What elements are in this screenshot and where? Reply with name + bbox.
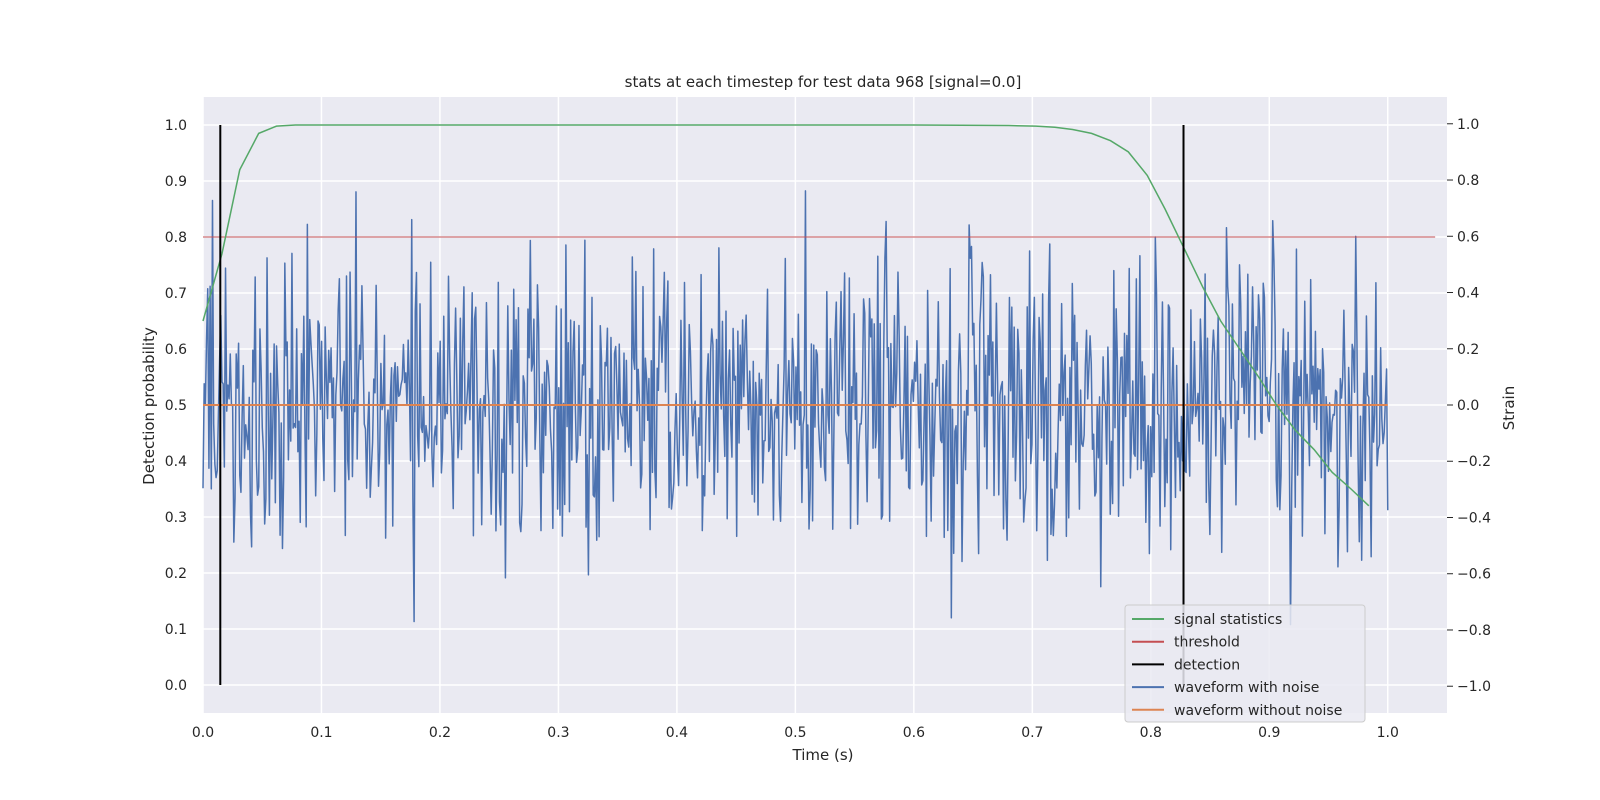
legend: signal statistics threshold detection wavef… bbox=[1124, 604, 1366, 723]
y-right-tick-label: −0.8 bbox=[1457, 623, 1491, 639]
series-layer bbox=[202, 124, 1436, 685]
y-right-tick-label: 1.0 bbox=[1457, 117, 1479, 133]
y-left-tick-label: 0.9 bbox=[165, 174, 187, 190]
x-tick-label: 1.0 bbox=[1377, 725, 1399, 741]
x-tick-label: 0.3 bbox=[547, 725, 569, 741]
legend-label: waveform without noise bbox=[1174, 703, 1342, 719]
x-tick-label: 0.6 bbox=[903, 725, 925, 741]
x-tick-label: 0.4 bbox=[666, 725, 688, 741]
y-left-ticks: 0.0 0.1 0.2 0.3 0.4 0.5 0.6 0.7 0.8 0.9 1.0 bbox=[165, 118, 187, 694]
series-waveform-with-noise bbox=[202, 190, 1389, 626]
y-right-ticks: −1.0 −0.8 −0.6 −0.4 −0.2 0.0 0.2 0.4 0.6 0.8 1.0 bbox=[1447, 117, 1491, 695]
y-left-axis-label: Detection probability bbox=[140, 327, 158, 485]
y-left-tick-label: 0.0 bbox=[165, 678, 187, 694]
y-right-tick-label: 0.4 bbox=[1457, 286, 1479, 302]
y-right-axis-label: Strain bbox=[1500, 386, 1518, 430]
x-tick-label: 0.1 bbox=[310, 725, 332, 741]
x-tick-label: 0.0 bbox=[192, 725, 214, 741]
chart-title: stats at each timestep for test data 968… bbox=[625, 73, 1022, 91]
y-right-tick-label: −0.6 bbox=[1457, 567, 1491, 583]
y-right-tick-label: −0.2 bbox=[1457, 454, 1491, 470]
x-tick-label: 0.2 bbox=[429, 725, 451, 741]
legend-label: waveform with noise bbox=[1174, 680, 1319, 696]
legend-label: detection bbox=[1174, 657, 1240, 673]
x-tick-label: 0.8 bbox=[1140, 725, 1162, 741]
x-tick-label: 0.5 bbox=[784, 725, 806, 741]
y-left-tick-label: 0.5 bbox=[165, 398, 187, 414]
legend-label: signal statistics bbox=[1174, 612, 1282, 628]
y-right-tick-label: 0.6 bbox=[1457, 229, 1479, 245]
legend-frame bbox=[1124, 604, 1366, 723]
series-signal-statistics bbox=[202, 124, 1370, 507]
y-left-tick-label: 0.7 bbox=[165, 286, 187, 302]
legend-label: threshold bbox=[1174, 635, 1240, 651]
y-left-tick-label: 0.2 bbox=[165, 566, 187, 582]
x-ticks: 0.0 0.1 0.2 0.3 0.4 0.5 0.6 0.7 0.8 0.9 1.0 bbox=[192, 725, 1399, 741]
y-left-tick-label: 0.3 bbox=[165, 510, 187, 526]
y-left-tick-label: 0.8 bbox=[165, 230, 187, 246]
y-right-tick-label: 0.0 bbox=[1457, 398, 1479, 414]
y-right-tick-label: −0.4 bbox=[1457, 510, 1491, 526]
y-right-tick-label: 0.2 bbox=[1457, 342, 1479, 358]
y-right-tick-label: 0.8 bbox=[1457, 173, 1479, 189]
x-tick-label: 0.9 bbox=[1258, 725, 1280, 741]
y-right-tick-label: −1.0 bbox=[1457, 679, 1491, 695]
x-tick-label: 0.7 bbox=[1021, 725, 1043, 741]
y-left-tick-label: 0.1 bbox=[165, 622, 187, 638]
y-left-tick-label: 0.4 bbox=[165, 454, 187, 470]
y-left-tick-label: 0.6 bbox=[165, 342, 187, 358]
x-axis-label: Time (s) bbox=[792, 746, 854, 764]
y-left-tick-label: 1.0 bbox=[165, 118, 187, 134]
